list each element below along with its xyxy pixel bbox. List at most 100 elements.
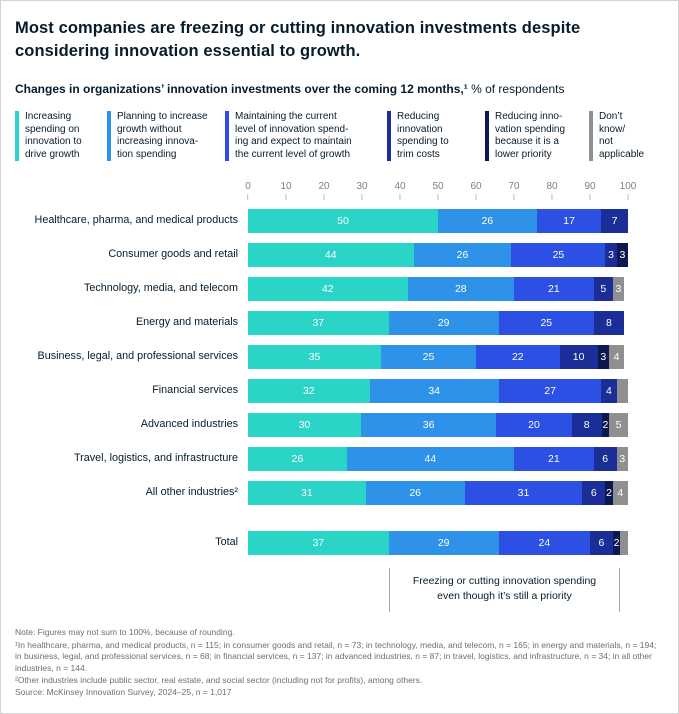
axis-tick-label: 80 bbox=[546, 181, 558, 193]
bar-segment: 30 bbox=[248, 413, 361, 438]
stacked-bar: 42 28 21 5 3 bbox=[248, 277, 628, 302]
bar-segment: 6 bbox=[589, 531, 613, 556]
bar-segment: 29 bbox=[388, 531, 499, 556]
legend-color-marker bbox=[589, 111, 593, 162]
bar-segment: 26 bbox=[365, 481, 465, 506]
segment-value: 5 bbox=[615, 419, 622, 432]
axis-tick: 40 bbox=[394, 181, 406, 201]
segment-value: 22 bbox=[511, 351, 524, 364]
legend-item: Increasing spending on innovation to dri… bbox=[15, 111, 93, 162]
axis-tick-mark bbox=[551, 194, 553, 201]
chart: 0 10 20 30 40 50 60 70 80 90 100 Healthcare, pharm… bbox=[15, 181, 664, 615]
exhibit: Most companies are freezing or cutting i… bbox=[15, 17, 664, 699]
bar-segment: 32 bbox=[248, 379, 370, 404]
segment-value: 31 bbox=[517, 487, 530, 500]
segment-value: 29 bbox=[437, 537, 450, 550]
bar-segment: 25 bbox=[511, 243, 606, 268]
bar-segment: 3 bbox=[605, 243, 617, 268]
segment-value: 5 bbox=[600, 283, 607, 296]
chart-row: Business, legal, and professional servic… bbox=[15, 345, 628, 370]
legend-label: Don’t know/ not applicable bbox=[599, 111, 645, 160]
segment-value: 44 bbox=[424, 453, 437, 466]
segment-value: 26 bbox=[481, 215, 494, 228]
segment-value: 26 bbox=[409, 487, 422, 500]
axis-tick-mark bbox=[323, 194, 325, 201]
segment-value: 3 bbox=[619, 453, 626, 466]
bar-segment: 31 bbox=[464, 481, 583, 506]
segment-value: 25 bbox=[422, 351, 435, 364]
axis-tick: 80 bbox=[546, 181, 558, 201]
segment-value: 24 bbox=[538, 537, 551, 550]
axis-tick: 50 bbox=[432, 181, 444, 201]
segment-value: 8 bbox=[606, 317, 612, 330]
chart-row: Energy and materials 37 29 25 8 bbox=[15, 311, 628, 336]
legend-color-marker bbox=[225, 111, 229, 162]
axis-tick-label: 40 bbox=[394, 181, 406, 193]
chart-row: Advanced industries 30 36 20 8 2 5 bbox=[15, 413, 628, 438]
axis-tick-label: 60 bbox=[470, 181, 482, 193]
axis-tick: 60 bbox=[470, 181, 482, 201]
legend-label: Maintaining the current level of innovat… bbox=[235, 111, 352, 160]
legend-item: Maintaining the current level of innovat… bbox=[225, 111, 373, 162]
bar-segment: 37 bbox=[248, 311, 389, 336]
footnotes: Note: Figures may not sum to 100%, becau… bbox=[15, 627, 664, 699]
legend-item: Planning to increase growth without incr… bbox=[107, 111, 211, 162]
stacked-bar: 50 26 17 7 bbox=[248, 209, 628, 234]
segment-value: 6 bbox=[590, 487, 597, 500]
segment-value: 20 bbox=[528, 419, 540, 432]
bar-segment: 6 bbox=[582, 481, 606, 506]
footnote-note: Note: Figures may not sum to 100%, becau… bbox=[15, 627, 235, 638]
legend-color-marker bbox=[107, 111, 111, 162]
segment-value: 8 bbox=[583, 419, 590, 432]
bar-segment: 25 bbox=[498, 311, 594, 336]
segment-value: 32 bbox=[302, 385, 315, 398]
segment-value: 21 bbox=[548, 453, 560, 466]
bar-segment: 28 bbox=[407, 277, 514, 302]
segment-value: 2 bbox=[613, 537, 620, 550]
row-category-label: Travel, logistics, and infrastructure bbox=[73, 452, 238, 465]
axis-tick-mark bbox=[285, 194, 287, 201]
bar-segment: 25 bbox=[381, 345, 476, 370]
annotation-cell: Freezing or cutting innovation spending … bbox=[248, 565, 628, 615]
subtitle-bold: Changes in organizations’ innovation inv… bbox=[15, 81, 468, 96]
page-title: Most companies are freezing or cutting i… bbox=[15, 19, 581, 60]
segment-value: 21 bbox=[548, 283, 560, 296]
segment-value: 4 bbox=[617, 487, 624, 500]
legend-color-marker bbox=[387, 111, 391, 162]
axis-tick-mark bbox=[437, 194, 439, 201]
row-category-label: Total bbox=[215, 536, 238, 549]
axis-tick-label: 0 bbox=[245, 181, 251, 193]
total-row-container: Total 37 29 24 6 2 bbox=[15, 531, 628, 556]
chart-row: Travel, logistics, and infrastructure 26 4… bbox=[15, 447, 628, 472]
segment-value: 34 bbox=[428, 385, 441, 398]
bar-segment: 20 bbox=[496, 413, 572, 438]
bar-segment: 3 bbox=[616, 243, 628, 268]
segment-value: 3 bbox=[619, 249, 626, 262]
chart-row: Total 37 29 24 6 2 bbox=[15, 531, 628, 556]
segment-value: 35 bbox=[308, 351, 321, 364]
chart-subtitle: Changes in organizations’ innovation inv… bbox=[15, 82, 664, 98]
axis-ticks: 0 10 20 30 40 50 60 70 80 90 100 bbox=[245, 181, 636, 203]
segment-value: 27 bbox=[544, 385, 556, 398]
segment-value: 29 bbox=[437, 317, 450, 330]
bar-segment: 17 bbox=[536, 209, 602, 234]
axis-tick-label: 100 bbox=[619, 181, 637, 193]
annotation: Freezing or cutting innovation spending … bbox=[388, 568, 621, 613]
bar-segment: 3 bbox=[612, 277, 625, 302]
legend-label: Reducing inno- vation spending because i… bbox=[495, 111, 566, 160]
bar-segment: 26 bbox=[248, 447, 347, 472]
segment-value: 4 bbox=[606, 385, 612, 398]
axis-tick-mark bbox=[399, 194, 401, 201]
bar-segment: 8 bbox=[571, 413, 602, 438]
segment-value: 3 bbox=[600, 351, 607, 364]
bar-segment: 4 bbox=[608, 345, 625, 370]
axis-tick-label: 50 bbox=[432, 181, 444, 193]
legend-color-marker bbox=[15, 111, 19, 162]
chart-row: Healthcare, pharma, and medical products… bbox=[15, 209, 628, 234]
row-category-label: Consumer goods and retail bbox=[108, 248, 238, 261]
chart-row: Consumer goods and retail 44 26 25 3 3 bbox=[15, 243, 628, 268]
bar-segment: 26 bbox=[413, 243, 512, 268]
segment-value: 42 bbox=[321, 283, 334, 296]
stacked-bar: 31 26 31 6 2 4 bbox=[248, 481, 628, 506]
bar-segment: 3 bbox=[597, 345, 609, 370]
